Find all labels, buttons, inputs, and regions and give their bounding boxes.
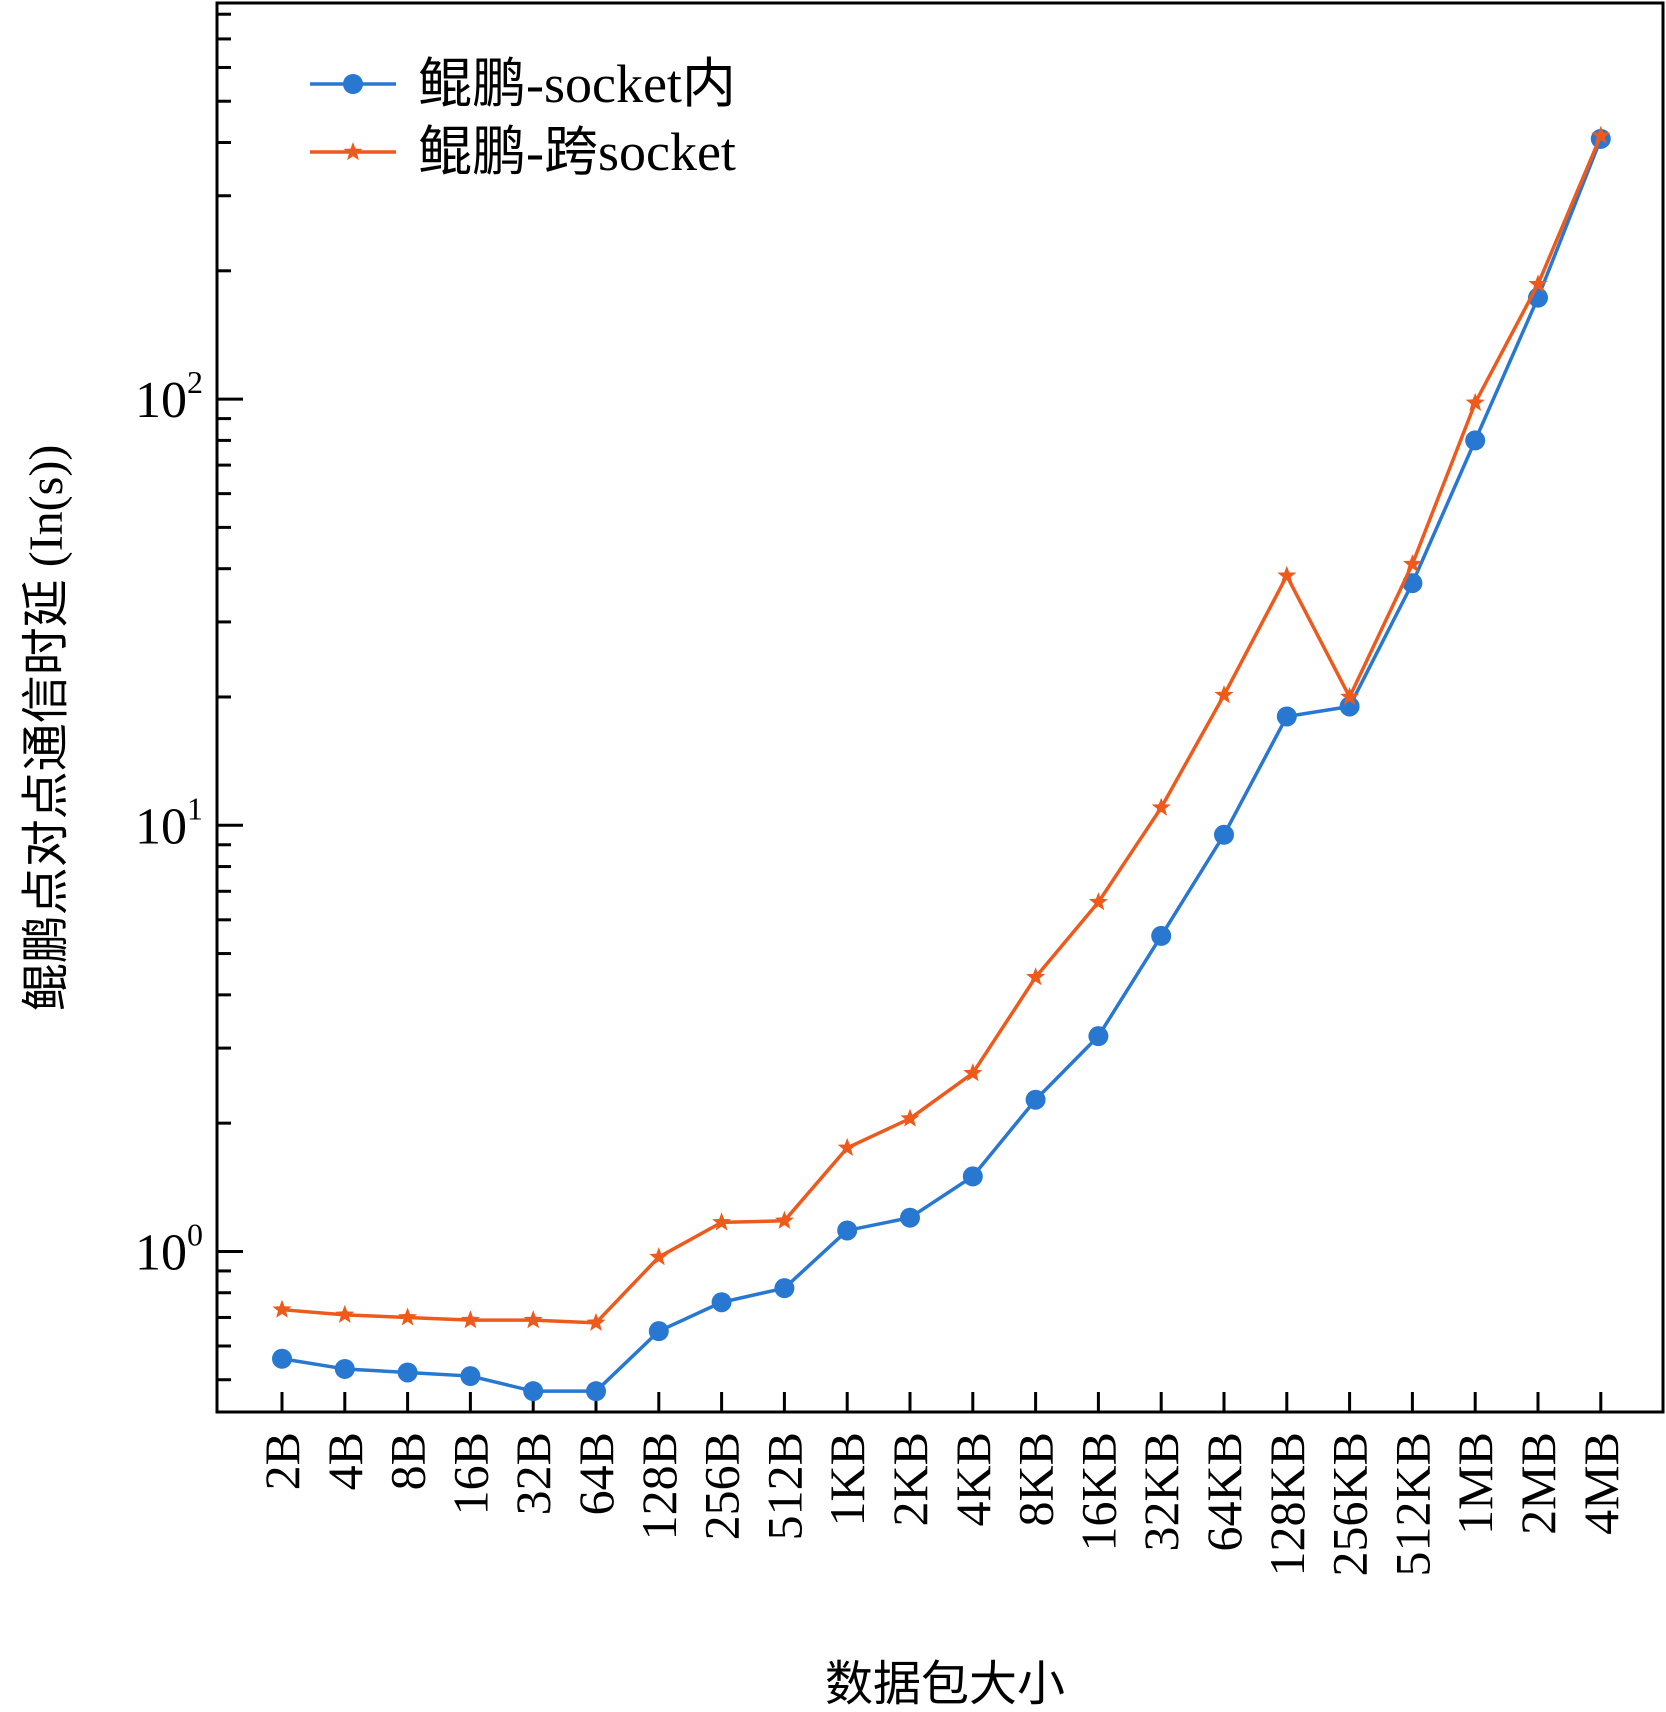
- data-point: [962, 1166, 983, 1187]
- x-tick-label: 256KB: [1322, 1432, 1378, 1576]
- data-point: [272, 1299, 292, 1318]
- data-point: [523, 1381, 544, 1402]
- legend-marker: [343, 142, 363, 161]
- data-point: [1465, 430, 1486, 451]
- x-tick-label: 4KB: [945, 1432, 1001, 1526]
- x-tick-label: 512B: [756, 1432, 812, 1540]
- data-point: [649, 1247, 669, 1266]
- legend-label: 鲲鹏-socket内: [418, 54, 736, 114]
- data-point: [900, 1108, 920, 1127]
- data-point: [1591, 125, 1611, 144]
- data-point: [712, 1212, 732, 1231]
- data-point: [460, 1366, 481, 1387]
- data-point: [460, 1310, 480, 1329]
- data-point: [1026, 967, 1046, 986]
- data-point: [774, 1210, 794, 1229]
- series-line: [281, 138, 1603, 1393]
- data-point: [1340, 686, 1360, 706]
- data-point: [963, 1063, 983, 1082]
- x-tick-label: 16KB: [1070, 1432, 1126, 1551]
- x-tick-label: 16B: [442, 1432, 498, 1515]
- x-tick-label: 128KB: [1259, 1432, 1315, 1576]
- x-tick-label: 1KB: [819, 1432, 875, 1526]
- x-tick-label: 32B: [505, 1432, 561, 1515]
- y-tick-label: 101: [135, 790, 203, 855]
- data-point: [774, 1278, 795, 1299]
- series-line: [281, 135, 1603, 1325]
- data-point: [837, 1220, 858, 1241]
- data-point: [1151, 797, 1171, 816]
- data-point: [711, 1292, 732, 1313]
- legend-marker: [343, 74, 363, 94]
- data-point: [1088, 892, 1108, 911]
- legend-label: 鲲鹏-跨socket: [418, 122, 736, 182]
- data-point: [1276, 706, 1297, 727]
- x-axis-label: 数据包大小: [825, 1658, 1065, 1711]
- data-point: [837, 1137, 857, 1156]
- data-point: [586, 1381, 606, 1402]
- plot-frame: [215, 1, 1665, 1414]
- data-point: [1528, 274, 1548, 293]
- data-point: [523, 1310, 543, 1329]
- series-layer: [272, 125, 1611, 1402]
- data-point: [1214, 824, 1234, 845]
- data-point: [272, 1348, 292, 1369]
- data-point: [900, 1207, 920, 1228]
- data-point: [1465, 392, 1485, 411]
- data-point: [1214, 685, 1234, 704]
- x-tick-label: 2KB: [882, 1432, 938, 1526]
- x-tick-label: 1MB: [1447, 1432, 1503, 1535]
- data-point: [335, 1304, 355, 1323]
- data-point: [398, 1307, 418, 1326]
- data-point: [397, 1362, 418, 1383]
- x-tick-label: 4B: [317, 1432, 373, 1490]
- x-tick-label: 64KB: [1196, 1432, 1252, 1551]
- x-tick-label: 2MB: [1510, 1432, 1566, 1535]
- x-tick-label: 32KB: [1133, 1432, 1189, 1551]
- y-axis-ticks: 100 101 102: [135, 12, 243, 1382]
- data-point: [586, 1312, 606, 1331]
- x-tick-label: 8B: [380, 1432, 436, 1490]
- x-axis-ticks: 2B 4B 8B 16B 32B 64B 128B 256B 512B 1KB 2KB 4KB 8KB 1…: [254, 1392, 1629, 1576]
- data-point: [1277, 565, 1297, 584]
- x-tick-label: 2B: [254, 1432, 310, 1490]
- y-tick-label: 102: [135, 364, 203, 429]
- data-point: [334, 1358, 355, 1379]
- x-tick-label: 64B: [568, 1432, 624, 1515]
- x-tick-label: 8KB: [1008, 1432, 1064, 1526]
- x-tick-label: 4MB: [1573, 1432, 1629, 1535]
- x-tick-label: 512KB: [1384, 1432, 1440, 1576]
- data-point: [1151, 925, 1172, 946]
- data-point: [1402, 554, 1422, 573]
- x-tick-label: 128B: [631, 1432, 687, 1540]
- data-point: [1339, 696, 1360, 717]
- data-point: [1088, 1026, 1109, 1047]
- x-tick-label: 256B: [694, 1432, 750, 1540]
- y-tick-label: 100: [135, 1216, 203, 1281]
- y-axis-label: 鲲鹏点对点通信时延 (In(s)): [20, 445, 73, 1012]
- data-point: [648, 1321, 669, 1342]
- data-point: [1025, 1089, 1046, 1110]
